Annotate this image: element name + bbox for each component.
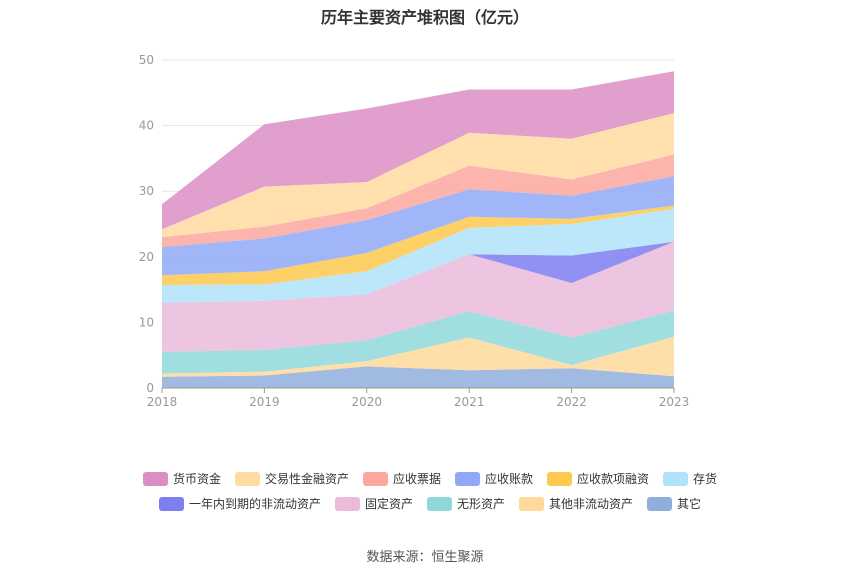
y-axis-ticks: 0 10 20 30 40 50 [139,53,154,395]
area-4 [162,241,674,303]
legend-item[interactable]: 无形资产 [426,495,505,512]
y-tick-label: 30 [139,184,154,198]
legend-item[interactable]: 固定资产 [334,495,413,512]
legend-label: 应收款项融资 [577,472,650,486]
y-tick-label: 10 [139,315,154,329]
legend: 货币资金 交易性金融资产 应收票据 应收账款 应收款项融资 存货一年内到期的非流动资产 固定… [130,470,730,512]
stacked-area-chart: 0 10 20 30 40 50 2018 2019 2020 2021 2022 2023 [139,53,690,409]
legend-label: 固定资产 [364,497,413,511]
legend-item[interactable]: 一年内到期的非流动资产 [158,495,321,512]
x-tick-label: 2022 [556,395,587,409]
legend-item[interactable]: 交易性金融资产 [234,470,349,487]
legend-swatch [142,471,168,486]
y-tick-label: 50 [139,53,154,67]
legend-item[interactable]: 应收票据 [362,470,441,487]
legend-swatch [362,471,388,486]
area-10 [162,71,674,230]
area-6 [162,205,674,285]
legend-label: 其它 [677,497,702,511]
legend-swatch [519,496,544,511]
area-3 [162,241,674,352]
x-tick-label: 2020 [352,395,383,409]
legend-swatch [426,496,452,511]
legend-swatch [234,471,260,486]
legend-label: 货币资金 [172,472,221,486]
area-series [162,71,674,388]
chart-title: 历年主要资产堆积图（亿元） [320,8,529,27]
x-tick-label: 2018 [147,395,178,409]
legend-item[interactable]: 其它 [647,495,701,512]
x-axis [161,387,675,393]
legend-item[interactable]: 应收账款 [455,470,533,487]
legend-swatch [455,471,480,486]
legend-label: 存货 [693,472,718,486]
area-7 [162,176,674,276]
legend-label: 应收票据 [392,472,441,486]
legend-label: 一年内到期的非流动资产 [188,497,321,511]
area-5 [162,208,674,303]
area-2 [162,310,674,374]
legend-swatch [547,471,573,486]
legend-label: 交易性金融资产 [264,472,349,486]
legend-swatch [663,471,689,486]
data-source: 数据来源：恒生聚源 [366,550,484,565]
area-0 [162,366,674,388]
legend-item[interactable]: 应收款项融资 [547,470,649,487]
legend-swatch [334,496,360,511]
legend-swatch [647,496,673,511]
x-axis-ticks: 2018 2019 2020 2021 2022 2023 [147,395,690,409]
x-tick-label: 2019 [249,395,280,409]
legend-item[interactable]: 存货 [663,470,717,487]
x-tick-label: 2021 [454,395,485,409]
legend-item[interactable]: 其他非流动资产 [519,495,633,512]
y-tick-label: 20 [139,250,154,264]
area-1 [162,336,674,377]
area-9 [162,113,674,238]
legend-item[interactable]: 货币资金 [142,470,221,487]
legend-label: 应收账款 [485,472,534,486]
y-tick-label: 0 [146,381,154,395]
legend-label: 其他非流动资产 [549,497,634,511]
y-tick-label: 40 [139,119,154,133]
legend-label: 无形资产 [456,497,505,511]
legend-swatch [158,496,184,511]
x-tick-label: 2023 [659,395,690,409]
area-8 [162,154,674,247]
